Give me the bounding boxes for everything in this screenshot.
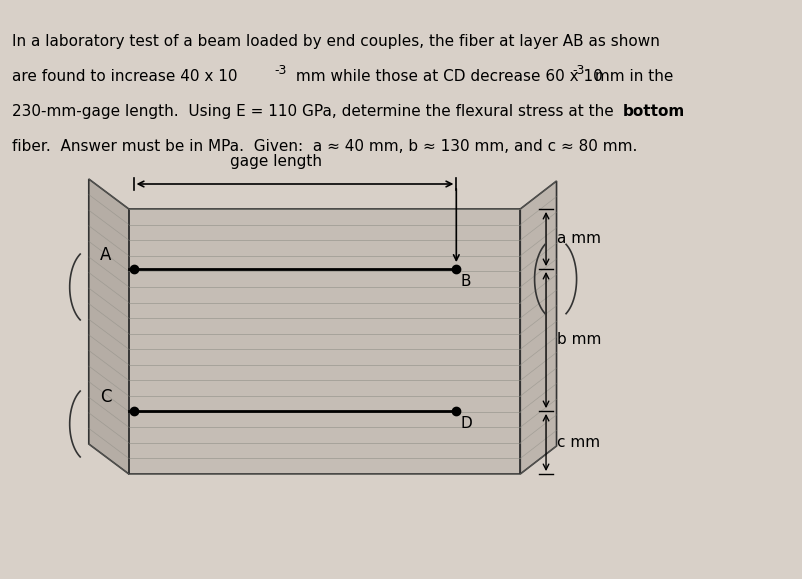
Text: are found to increase 40 x 10: are found to increase 40 x 10 — [12, 69, 238, 84]
Text: fiber.  Answer must be in MPa.  Given:  a ≈ 40 mm, b ≈ 130 mm, and c ≈ 80 mm.: fiber. Answer must be in MPa. Given: a ≈… — [12, 139, 638, 154]
Text: -3: -3 — [573, 64, 585, 77]
Text: 230-mm-gage length.  Using E = 110 GPa, determine the flexural stress at the: 230-mm-gage length. Using E = 110 GPa, d… — [12, 104, 619, 119]
Text: gage length: gage length — [230, 154, 322, 169]
Text: mm in the: mm in the — [590, 69, 674, 84]
Text: c mm: c mm — [557, 435, 601, 450]
Text: D: D — [460, 416, 472, 431]
Polygon shape — [520, 181, 557, 474]
Text: b mm: b mm — [557, 332, 602, 347]
Text: C: C — [100, 388, 111, 406]
Text: bottom: bottom — [622, 104, 685, 119]
Text: a mm: a mm — [557, 232, 602, 247]
Polygon shape — [129, 209, 520, 474]
Text: -3: -3 — [274, 64, 286, 77]
Text: mm while those at CD decrease 60 x 10: mm while those at CD decrease 60 x 10 — [291, 69, 603, 84]
Text: In a laboratory test of a beam loaded by end couples, the fiber at layer AB as s: In a laboratory test of a beam loaded by… — [12, 34, 660, 49]
Text: A: A — [100, 246, 111, 264]
Text: B: B — [460, 274, 471, 289]
Polygon shape — [89, 179, 129, 474]
